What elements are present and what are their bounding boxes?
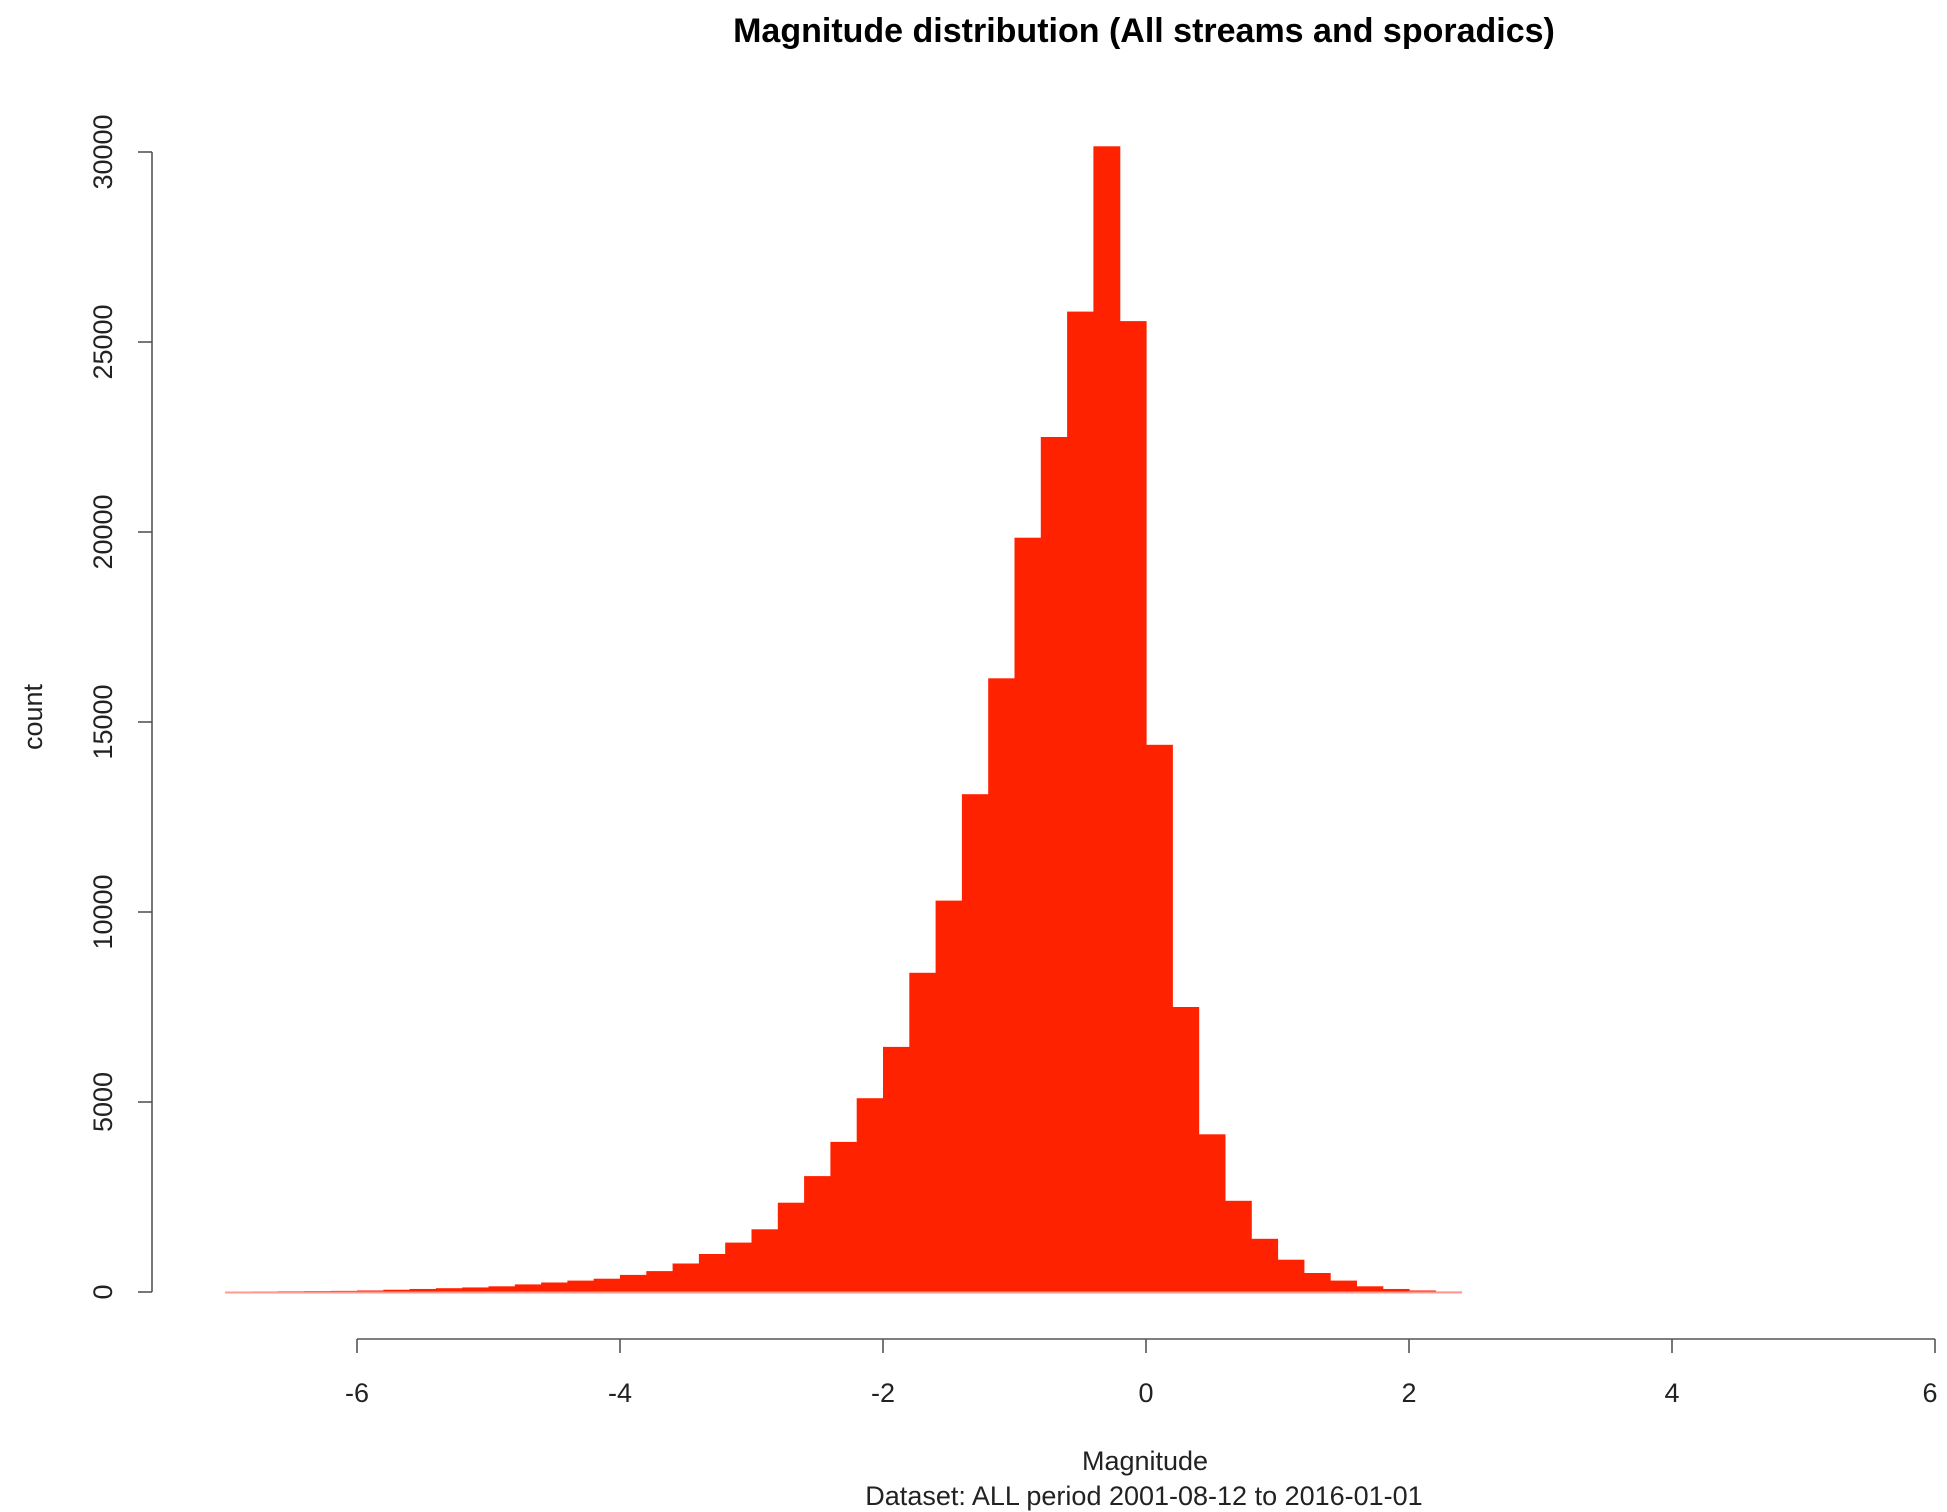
x-tick-label: -6 [345, 1378, 369, 1408]
histogram-bar [1198, 1134, 1226, 1292]
x-tick-label: 0 [1138, 1378, 1153, 1408]
histogram-bar [1277, 1259, 1305, 1292]
x-tick-label: -4 [608, 1378, 632, 1408]
histogram-bar [462, 1287, 490, 1292]
histogram-bar [1409, 1290, 1436, 1292]
histogram-bar [1067, 311, 1094, 1293]
y-tick-label: 5000 [88, 1072, 118, 1132]
x-tick-label: 6 [1922, 1378, 1937, 1408]
histogram-bar [672, 1263, 700, 1292]
histogram-bar [856, 1098, 884, 1292]
dataset-subtitle: Dataset: ALL period 2001-08-12 to 2016-0… [865, 1481, 1422, 1511]
chart-title: Magnitude distribution (All streams and … [733, 12, 1555, 50]
histogram-bar [409, 1288, 437, 1292]
x-axis: -6 -4 -2 0 2 4 6 [345, 1338, 1938, 1408]
y-tick-label: 0 [88, 1284, 118, 1299]
histogram-bar [1093, 146, 1121, 1292]
histogram-bar [961, 794, 989, 1292]
histogram-bar [620, 1274, 647, 1292]
histogram-bar [646, 1271, 674, 1292]
histogram-bar [1330, 1280, 1357, 1292]
histogram-bar [1382, 1288, 1410, 1292]
histogram-bar [593, 1278, 621, 1292]
histogram-bar [1303, 1273, 1331, 1292]
y-tick-label: 20000 [88, 494, 118, 569]
histogram-bar [1356, 1286, 1384, 1292]
histogram-bar [357, 1290, 384, 1292]
histogram-bar [804, 1176, 831, 1292]
histogram-bar [751, 1229, 779, 1292]
histogram-bar [830, 1141, 858, 1292]
histogram-bar [777, 1202, 805, 1292]
y-axis-label: count [18, 683, 48, 750]
histogram-bar [935, 900, 963, 1292]
histogram-bar [1146, 744, 1173, 1292]
histogram-bar [488, 1286, 516, 1292]
y-tick-label: 10000 [88, 874, 118, 949]
histogram-bar [1014, 537, 1042, 1292]
x-tick-label: 4 [1664, 1378, 1679, 1408]
histogram-bar [725, 1242, 753, 1292]
y-tick-label: 15000 [88, 684, 118, 759]
y-tick-label: 25000 [88, 304, 118, 379]
x-tick-label: 2 [1401, 1378, 1416, 1408]
histogram-bar [883, 1046, 910, 1292]
histogram-bar [1172, 1007, 1200, 1292]
x-tick-label: -2 [871, 1378, 895, 1408]
histogram-bar [541, 1282, 568, 1292]
histogram-bar [698, 1254, 726, 1292]
histogram-bar [1119, 321, 1147, 1293]
histogram-bar [1040, 437, 1068, 1292]
histogram-bar [988, 678, 1016, 1292]
bars-group [225, 146, 1463, 1293]
histogram-bar [435, 1288, 463, 1292]
y-axis: 0 5000 10000 15000 20000 25000 30000 [88, 114, 153, 1300]
histogram-bar [383, 1289, 411, 1292]
histogram-bar [567, 1280, 595, 1292]
histogram-bar [909, 972, 937, 1292]
x-axis-label: Magnitude [1082, 1446, 1208, 1476]
histogram-bar [1251, 1238, 1279, 1292]
histogram-bar [514, 1284, 542, 1292]
histogram-bar [1224, 1200, 1252, 1292]
y-tick-label: 30000 [88, 114, 118, 189]
histogram-bar [330, 1290, 358, 1292]
